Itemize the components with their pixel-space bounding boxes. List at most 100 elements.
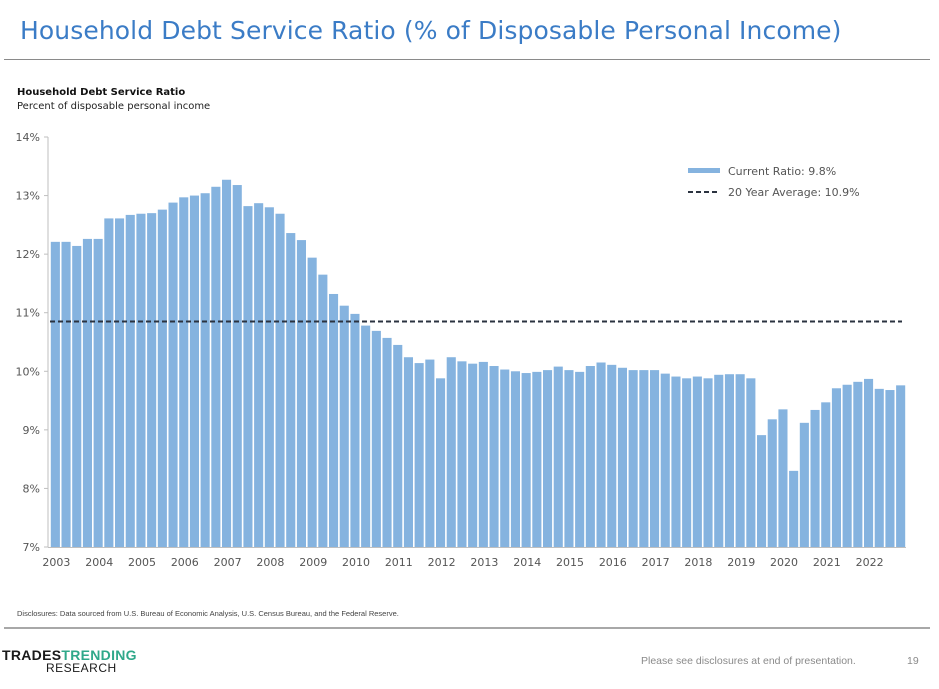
x-tick-label: 2004 (85, 556, 113, 569)
bar (703, 378, 713, 547)
bar (286, 233, 296, 548)
bar (264, 207, 274, 547)
debt-service-ratio-chart: 7%8%9%10%11%12%13%14% 2003 2004 2005 2006 20… (16, 131, 906, 569)
bar (874, 388, 884, 547)
x-tick-label: 2022 (856, 556, 884, 569)
bar (425, 359, 435, 547)
bar (543, 370, 553, 547)
x-tick-label: 2017 (642, 556, 670, 569)
x-tick-label: 2010 (342, 556, 370, 569)
bar (767, 419, 777, 547)
x-tick-label: 2008 (256, 556, 284, 569)
bar (93, 238, 103, 547)
y-axis: 7% 8% 9% 10% 11% 12% 13% 14% (16, 131, 49, 554)
bar (896, 385, 906, 547)
legend-swatch-current-ratio (688, 168, 720, 173)
bar (842, 384, 852, 547)
bar (179, 197, 189, 547)
x-tick-label: 2011 (385, 556, 413, 569)
bar (510, 371, 520, 547)
y-tick-label: 12% (16, 248, 40, 261)
x-tick-label: 2014 (513, 556, 541, 569)
y-tick-label: 9% (23, 424, 40, 437)
bar (735, 374, 745, 547)
bar (436, 378, 446, 547)
bar (82, 238, 92, 547)
page-number: 19 (907, 655, 919, 667)
bar (585, 366, 595, 547)
bar (104, 218, 114, 547)
bar (500, 369, 510, 547)
bar (532, 371, 542, 547)
bar (403, 357, 413, 547)
bar (382, 337, 392, 547)
slide-title: Household Debt Service Ratio (% of Dispo… (20, 16, 842, 45)
bar (446, 357, 456, 547)
bar (660, 373, 670, 547)
bar (789, 470, 799, 547)
y-tick-label: 7% (23, 541, 40, 554)
y-tick-label: 11% (16, 307, 40, 320)
bar (457, 361, 467, 547)
bar (478, 361, 488, 547)
company-logo: TRADESTRENDING RESEARCH (2, 648, 137, 675)
bar (50, 241, 60, 547)
footer-disclosure-note: Please see disclosures at end of present… (641, 655, 856, 667)
logo-word-trades: TRADES (2, 647, 62, 663)
x-tick-label: 2003 (42, 556, 70, 569)
bar (650, 370, 660, 547)
bar (810, 409, 820, 547)
x-tick-label: 2012 (428, 556, 456, 569)
x-tick-label: 2007 (214, 556, 242, 569)
bar (553, 366, 563, 547)
chart-title: Household Debt Service Ratio (17, 87, 186, 98)
bar (724, 374, 734, 547)
logo-word-trending: TRENDING (61, 647, 137, 663)
bar (521, 373, 531, 547)
bar (853, 381, 863, 547)
bar (339, 305, 349, 547)
bar (115, 218, 125, 547)
y-tick-label: 13% (16, 190, 40, 203)
bar (296, 240, 306, 547)
bar (575, 371, 585, 547)
bar (200, 193, 210, 547)
bar (682, 378, 692, 547)
x-axis: 2003 2004 2005 2006 2007 2008 2009 2010 2011 2012… (42, 547, 906, 569)
y-tick-label: 14% (16, 131, 40, 144)
chart-subtitle: Percent of disposable personal income (17, 101, 211, 112)
bar (361, 325, 371, 547)
bar (254, 203, 264, 547)
bar (232, 185, 242, 547)
bar (307, 257, 317, 547)
bar (692, 376, 702, 547)
bar (821, 402, 831, 547)
bar (799, 422, 809, 547)
bar (778, 409, 788, 547)
bar (414, 363, 424, 547)
bar (275, 213, 285, 547)
bar (671, 376, 681, 547)
bar (61, 241, 71, 547)
bar (746, 378, 756, 547)
legend-label-current-ratio: Current Ratio: 9.8% (728, 165, 836, 178)
bar (468, 363, 478, 547)
x-tick-label: 2019 (727, 556, 755, 569)
bar (564, 370, 574, 547)
bar (329, 293, 339, 547)
y-tick-label: 8% (23, 482, 40, 495)
bar (885, 390, 895, 547)
x-tick-label: 2015 (556, 556, 584, 569)
bar (639, 370, 649, 547)
bar (607, 364, 617, 547)
bar (147, 213, 157, 547)
bar (168, 202, 178, 547)
bar (243, 206, 253, 547)
footer-divider (4, 627, 930, 629)
bar (211, 186, 221, 547)
x-tick-label: 2013 (470, 556, 498, 569)
legend: Current Ratio: 9.8% 20 Year Average: 10.… (688, 165, 860, 199)
bar (864, 378, 874, 547)
title-divider (4, 59, 930, 60)
bar-series (50, 179, 906, 548)
